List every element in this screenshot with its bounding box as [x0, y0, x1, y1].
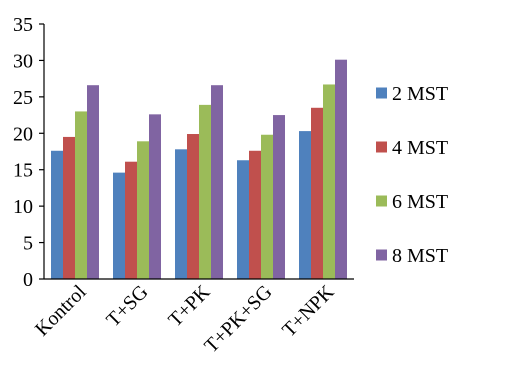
x-axis: Kontrol T+SG T+PKT+PK+SG T+NPK: [31, 281, 339, 358]
x-category-label: T+NPK: [278, 281, 339, 342]
y-tick-label: 5: [23, 233, 33, 255]
bar: [137, 141, 149, 279]
x-category-label: Kontrol: [31, 281, 91, 341]
x-category-label: T+SG: [102, 281, 152, 331]
y-tick-label: 10: [13, 196, 33, 218]
y-tick-label: 15: [13, 160, 33, 182]
bar: [237, 160, 249, 279]
legend-label: 2 MST: [392, 83, 448, 105]
x-category-label: T+PK: [164, 281, 215, 332]
bars: [51, 59, 347, 280]
y-tick-label: 30: [13, 50, 33, 72]
bar: [311, 107, 323, 280]
y-tick-label: 35: [13, 14, 33, 36]
x-category-label: T+PK+SG: [200, 281, 276, 357]
bar: [75, 111, 87, 279]
bar: [125, 161, 137, 279]
bar: [323, 84, 335, 279]
bar: [87, 85, 99, 279]
bar: [273, 115, 285, 279]
legend: 2 MST 4 MST 6 MST 8 MST: [376, 83, 448, 267]
legend-swatch: [376, 141, 387, 153]
y-tick-label: 25: [13, 87, 33, 109]
bar: [261, 134, 273, 279]
legend-swatch: [376, 249, 387, 261]
bar: [187, 134, 199, 279]
bar: [335, 59, 347, 280]
bar: [175, 149, 187, 279]
bar: [113, 172, 125, 279]
y-axis: 0 5 10 15 20 25 30 35: [13, 14, 44, 291]
legend-label: 4 MST: [392, 137, 448, 159]
bar: [299, 131, 311, 279]
bar: [249, 150, 261, 279]
bar: [199, 104, 211, 279]
y-tick-label: 0: [23, 269, 33, 291]
bar: [63, 136, 75, 279]
y-tick-label: 20: [13, 123, 33, 145]
bar: [211, 85, 223, 279]
legend-swatch: [376, 195, 387, 207]
legend-label: 8 MST: [392, 245, 448, 267]
bar: [149, 114, 161, 279]
legend-swatch: [376, 87, 387, 99]
axes: [43, 24, 354, 280]
legend-label: 6 MST: [392, 191, 448, 213]
bar: [51, 150, 63, 279]
